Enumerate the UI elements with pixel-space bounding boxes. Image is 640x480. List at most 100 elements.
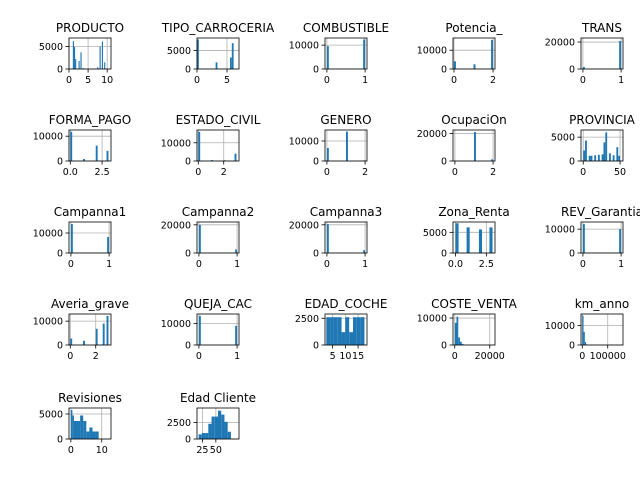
axes-frame (452, 129, 496, 162)
x-tick-label: 0 (66, 75, 72, 86)
x-tick-label: 0 (451, 75, 457, 86)
subplot-title: TRANS (581, 21, 622, 35)
histogram-bar (73, 421, 78, 439)
x-tick-label: 0 (194, 75, 200, 86)
histogram-bar (584, 342, 587, 345)
x-tick-label: 50 (210, 445, 222, 456)
histogram-bar (211, 160, 213, 161)
subplot-title: Zona_Renta (438, 205, 509, 219)
histogram-bar (478, 229, 483, 253)
subplot-title: km_anno (575, 297, 630, 311)
histogram-bar (101, 41, 103, 69)
x-tick-label: 0 (452, 351, 458, 362)
y-tick-label: 2500 (295, 314, 319, 325)
axes-frame (452, 37, 496, 70)
histogram-bar (618, 155, 621, 161)
histogram-bar (458, 337, 460, 345)
axes-frame (196, 313, 240, 346)
histogram-bar (235, 325, 238, 345)
y-tick-label: 5000 (39, 410, 63, 421)
x-tick-label: 5 (85, 75, 91, 86)
histogram-campanna3: Campanna3 0 1 0 20000 (289, 205, 383, 270)
histogram-bar (234, 153, 237, 161)
y-tick-label: 0 (57, 435, 63, 446)
y-tick-label: 5000 (39, 42, 63, 53)
x-tick-label: 0 (580, 259, 586, 270)
histogram-bar (582, 315, 584, 345)
x-tick-label: 2 (490, 167, 496, 178)
histogram-bar (95, 431, 99, 439)
y-tick-label: 0 (569, 157, 575, 168)
histogram-bar (609, 153, 611, 161)
x-tick-label: 1 (362, 259, 368, 270)
histogram-bar (456, 316, 459, 345)
histogram-bar (356, 317, 361, 345)
axes-frame (68, 37, 112, 70)
y-tick-label: 10000 (33, 132, 63, 143)
histogram-bar (326, 317, 331, 345)
subplot-title: Edad Cliente (180, 391, 256, 405)
x-tick-label: 1 (234, 259, 240, 270)
histogram-bar (80, 415, 84, 439)
y-tick-label: 5000 (551, 133, 575, 144)
axes-frame (68, 407, 112, 440)
histogram-bar (461, 343, 464, 345)
histogram-rev-garantia: REV_Garantia 0 1 0 10000 (545, 205, 640, 270)
histogram-ocupacion: OcupaciOn 0 2 0 20000 (417, 113, 507, 178)
x-tick-label: 15 (352, 351, 364, 362)
histogram-bar (353, 317, 357, 345)
y-tick-label: 0 (185, 435, 191, 446)
x-tick-label: 5 (224, 75, 230, 86)
histogram-forma-pago: FORMA_PAGO 0.0 2.5 0 10000 (33, 113, 131, 178)
x-tick-label: 10 (96, 445, 108, 456)
histogram-bar (198, 434, 202, 439)
x-tick-label: 0 (579, 351, 585, 362)
y-tick-label: 0 (569, 341, 575, 352)
x-tick-label: 0 (324, 75, 330, 86)
histogram-bar (227, 431, 231, 439)
axes-frame (196, 221, 240, 254)
histogram-bar (106, 315, 109, 345)
histogram-bar (326, 46, 329, 69)
histogram-bar (70, 338, 73, 345)
histogram-bar (198, 315, 201, 345)
subplot-title: COSTE_VENTA (431, 297, 518, 311)
subplot-title: TIPO_CARROCERIA (161, 21, 275, 35)
subplot-title: OcupaciOn (441, 113, 507, 127)
histogram-bar (104, 62, 106, 69)
y-tick-label: 10000 (289, 137, 319, 148)
histogram-zona-renta: Zona_Renta 0.0 2.5 0 5000 (423, 205, 510, 270)
x-tick-label: 1 (618, 259, 624, 270)
y-tick-label: 0 (185, 157, 191, 168)
histogram-bar (326, 224, 329, 253)
axes-frame (580, 221, 624, 254)
histogram-bar (75, 59, 77, 69)
histogram-estado-civil: ESTADO_CIVIL 0 2 0 10000 (161, 113, 261, 178)
y-tick-label: 0 (313, 341, 319, 352)
axes-frame (452, 221, 496, 254)
y-tick-label: 0 (57, 157, 63, 168)
histogram-bar (198, 224, 201, 253)
histogram-bar (102, 323, 105, 345)
histogram-bar (97, 67, 99, 69)
histogram-bar (235, 249, 238, 253)
subplot-title: ESTADO_CIVIL (176, 113, 261, 127)
y-tick-label: 10000 (417, 46, 447, 57)
histogram-bar (460, 341, 462, 345)
x-tick-label: 0 (452, 167, 458, 178)
y-tick-label: 10000 (33, 317, 63, 328)
histogram-bar (341, 332, 346, 345)
axes-frame (324, 221, 368, 254)
y-tick-label: 2500 (167, 418, 191, 429)
x-tick-label: 0 (196, 351, 202, 362)
histogram-bar (583, 331, 585, 345)
histogram-bar (363, 250, 366, 253)
x-tick-label: 2 (362, 167, 368, 178)
y-tick-label: 5000 (167, 46, 191, 57)
axes-frame (68, 313, 112, 346)
y-tick-label: 20000 (161, 220, 191, 231)
histogram-bar (337, 317, 342, 345)
histogram-bar (473, 64, 476, 69)
x-tick-label: 100000 (590, 351, 626, 362)
